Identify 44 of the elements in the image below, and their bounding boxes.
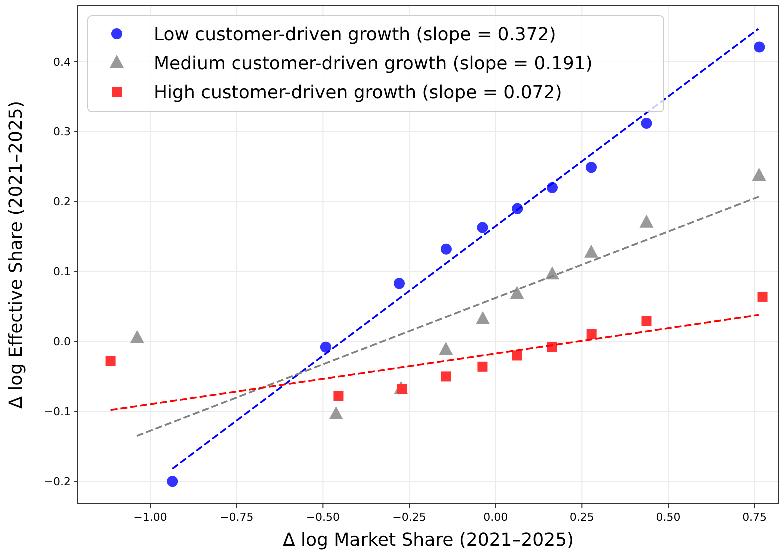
point [394,278,405,290]
x-tick-label: −1.00 [134,511,168,524]
point [512,350,522,361]
y-tick-label: −0.2 [44,475,71,488]
y-tick-label: −0.1 [44,406,71,419]
legend-label: Low customer-driven growth (slope = 0.372) [154,24,556,46]
legend-label: High customer-driven growth (slope = 0.072) [154,82,562,104]
point [642,316,652,326]
y-tick-label: 0.3 [54,126,71,139]
point [334,391,344,402]
x-tick-label: 0.50 [656,511,681,524]
point [440,244,452,255]
y-axis-title: Δ log Effective Share (2021–2025) [6,101,27,409]
point [477,222,488,234]
point [441,372,452,382]
point [439,342,454,356]
x-tick-label: −0.50 [306,511,340,524]
point [758,292,768,302]
point [640,214,654,228]
point [329,406,344,420]
y-tick-label: 0.0 [54,336,71,349]
x-tick-label: 0.25 [570,511,594,524]
x-tick-label: −0.25 [392,511,426,524]
x-axis-title: Δ log Market Share (2021–2025) [282,530,574,551]
point [754,42,766,53]
y-tick-label: 0.1 [54,266,71,279]
point [510,286,524,300]
point [130,330,144,344]
x-tick-label: −0.75 [220,511,254,524]
point [641,118,652,130]
x-tick-label: 0.00 [484,511,508,524]
point [320,342,332,353]
point [586,329,597,340]
x-tick-label: 0.75 [742,511,768,524]
y-tick-label: 0.2 [54,196,71,209]
point [584,244,598,258]
point [478,362,488,372]
legend-label: Medium customer-driven growth (slope = 0.191) [154,53,593,74]
point [167,476,178,488]
point [752,168,766,181]
point [476,311,490,324]
point [586,162,597,174]
y-tick-label: 0.4 [54,56,71,69]
point [106,356,116,366]
